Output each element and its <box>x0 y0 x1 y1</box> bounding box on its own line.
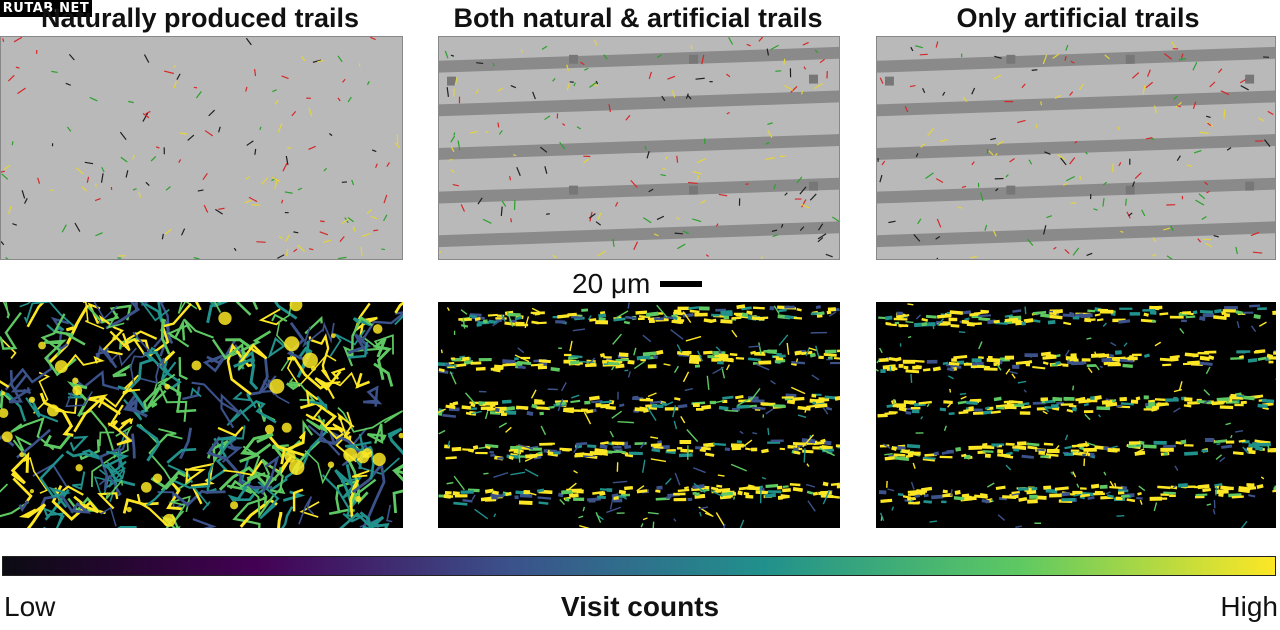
panel-title-natural: Naturally produced trails <box>40 3 360 33</box>
panel-title-artificial: Only artificial trails <box>956 3 1200 33</box>
heatmap-both <box>438 302 840 528</box>
brightfield-image-both <box>438 36 840 260</box>
panel-title-both: Both natural & artificial trails <box>453 3 823 33</box>
scale-bar-label: 20 μm <box>572 268 651 299</box>
scale-bar-line <box>660 281 703 287</box>
watermark: RUTAB.NET <box>0 0 92 17</box>
brightfield-image-natural <box>0 36 403 260</box>
brightfield-image-artificial <box>876 36 1276 260</box>
colorbar <box>2 556 1276 576</box>
colorbar-title: Visit counts <box>560 591 720 622</box>
scale-bar: 20 μm <box>572 266 703 302</box>
colorbar-high-label: High <box>1220 591 1278 622</box>
colorbar-low-label: Low <box>4 591 56 622</box>
heatmap-natural <box>0 302 403 528</box>
heatmap-artificial <box>876 302 1276 528</box>
